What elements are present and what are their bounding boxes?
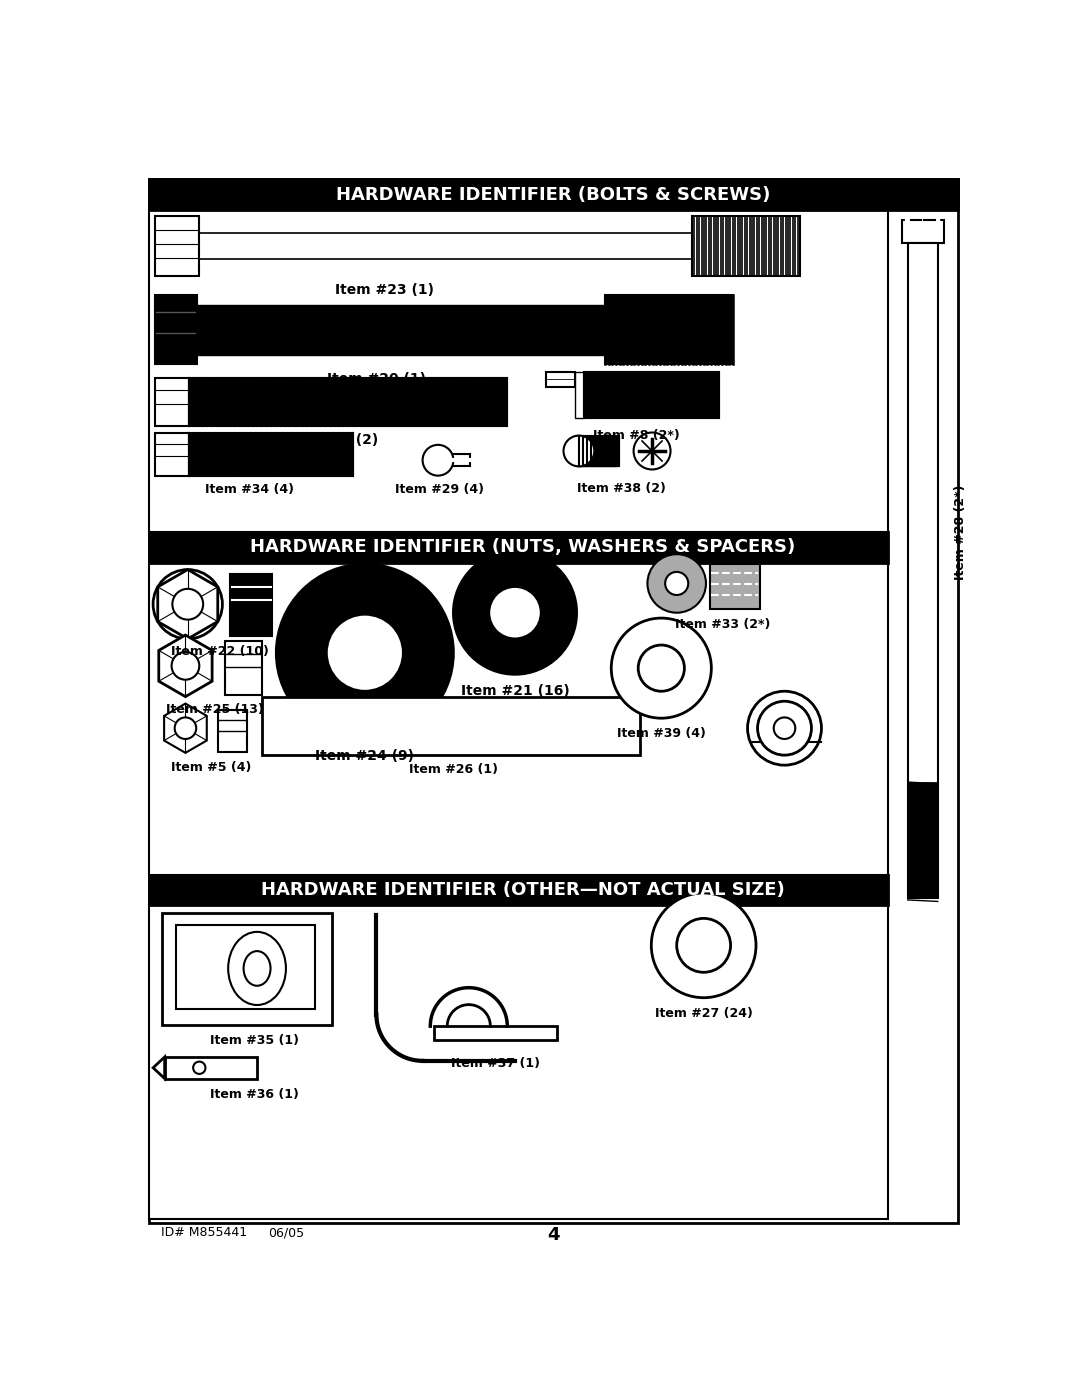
Text: 06/05: 06/05 [269,1227,305,1239]
Bar [149,532,889,563]
Bar [189,377,508,426]
Text: Item #22 (10): Item #22 (10) [171,645,269,658]
Bar [902,219,944,243]
Polygon shape [159,636,212,697]
Circle shape [638,645,685,692]
Bar [154,377,189,426]
Bar [579,436,619,467]
Text: Item #37 (1): Item #37 (1) [451,1058,540,1070]
Text: Item #35 (1): Item #35 (1) [211,1034,299,1046]
Circle shape [651,893,756,997]
Bar [149,563,889,875]
Bar [907,782,937,898]
Bar [164,1058,257,1078]
Text: HARDWARE IDENTIFIER (NUTS, WASHERS & SPACERS): HARDWARE IDENTIFIER (NUTS, WASHERS & SPA… [251,538,795,556]
Text: Item #20 (1): Item #20 (1) [327,372,426,386]
Bar [605,295,733,365]
Text: Item #24 (9): Item #24 (9) [315,749,415,763]
Circle shape [665,571,688,595]
Text: Item #25 (13): Item #25 (13) [166,703,264,715]
Bar [438,454,470,467]
Bar [584,372,719,418]
Text: Item #8 (2*): Item #8 (2*) [593,429,680,443]
Circle shape [454,550,577,675]
Bar [262,697,639,756]
Bar [545,372,575,387]
Text: Item #21 (16): Item #21 (16) [461,683,569,697]
Text: HARDWARE IDENTIFIER (BOLTS & SCREWS): HARDWARE IDENTIFIER (BOLTS & SCREWS) [336,186,771,204]
Bar [575,372,584,418]
Polygon shape [164,704,206,753]
Text: HARDWARE IDENTIFIER (OTHER—NOT ACTUAL SIZE): HARDWARE IDENTIFIER (OTHER—NOT ACTUAL SI… [261,882,784,898]
Circle shape [564,436,594,467]
Circle shape [193,1062,205,1074]
Ellipse shape [228,932,286,1004]
Polygon shape [158,570,218,638]
Bar [579,451,618,467]
Bar [189,433,353,475]
Text: Item #29 (4): Item #29 (4) [395,483,484,496]
Bar [149,875,889,905]
Text: Item #27 (24): Item #27 (24) [654,1007,753,1020]
Text: 4: 4 [548,1227,559,1245]
Circle shape [326,615,403,692]
Circle shape [489,587,541,638]
Circle shape [677,918,730,972]
Bar [149,905,889,1218]
Bar [230,574,272,636]
Text: Item #39 (4): Item #39 (4) [617,726,705,739]
Bar [218,710,247,752]
Text: Item #7 (2): Item #7 (2) [289,433,379,447]
Text: Item #5 (4): Item #5 (4) [171,760,251,774]
Text: Item #33 (2*): Item #33 (2*) [675,617,771,631]
Bar [162,914,332,1024]
Bar [154,217,200,277]
Bar [710,564,760,609]
Circle shape [757,701,811,756]
Bar [149,179,958,210]
Circle shape [172,652,200,680]
Text: Item #23 (1): Item #23 (1) [335,284,433,298]
Text: Item #34 (4): Item #34 (4) [205,483,294,496]
Bar [692,217,800,277]
Circle shape [634,433,671,469]
Text: Item #28 (2*): Item #28 (2*) [954,485,967,580]
Circle shape [276,564,454,742]
Circle shape [175,718,197,739]
Ellipse shape [244,951,270,986]
Circle shape [153,570,222,638]
Circle shape [422,444,454,475]
Text: Item #36 (1): Item #36 (1) [211,1088,299,1101]
Bar [149,210,889,532]
Bar [907,243,937,898]
Bar [434,1027,557,1039]
Bar [154,295,197,365]
Circle shape [611,617,712,718]
Bar [197,305,605,355]
Circle shape [747,692,822,766]
Circle shape [773,718,795,739]
Bar [154,433,189,475]
Text: ID# M855441: ID# M855441 [161,1227,247,1239]
Bar [225,641,261,696]
Bar [176,925,314,1009]
Circle shape [173,588,203,620]
Polygon shape [153,1058,164,1078]
Circle shape [647,555,706,613]
Text: Item #38 (2): Item #38 (2) [577,482,665,495]
Text: Item #26 (1): Item #26 (1) [409,763,498,775]
